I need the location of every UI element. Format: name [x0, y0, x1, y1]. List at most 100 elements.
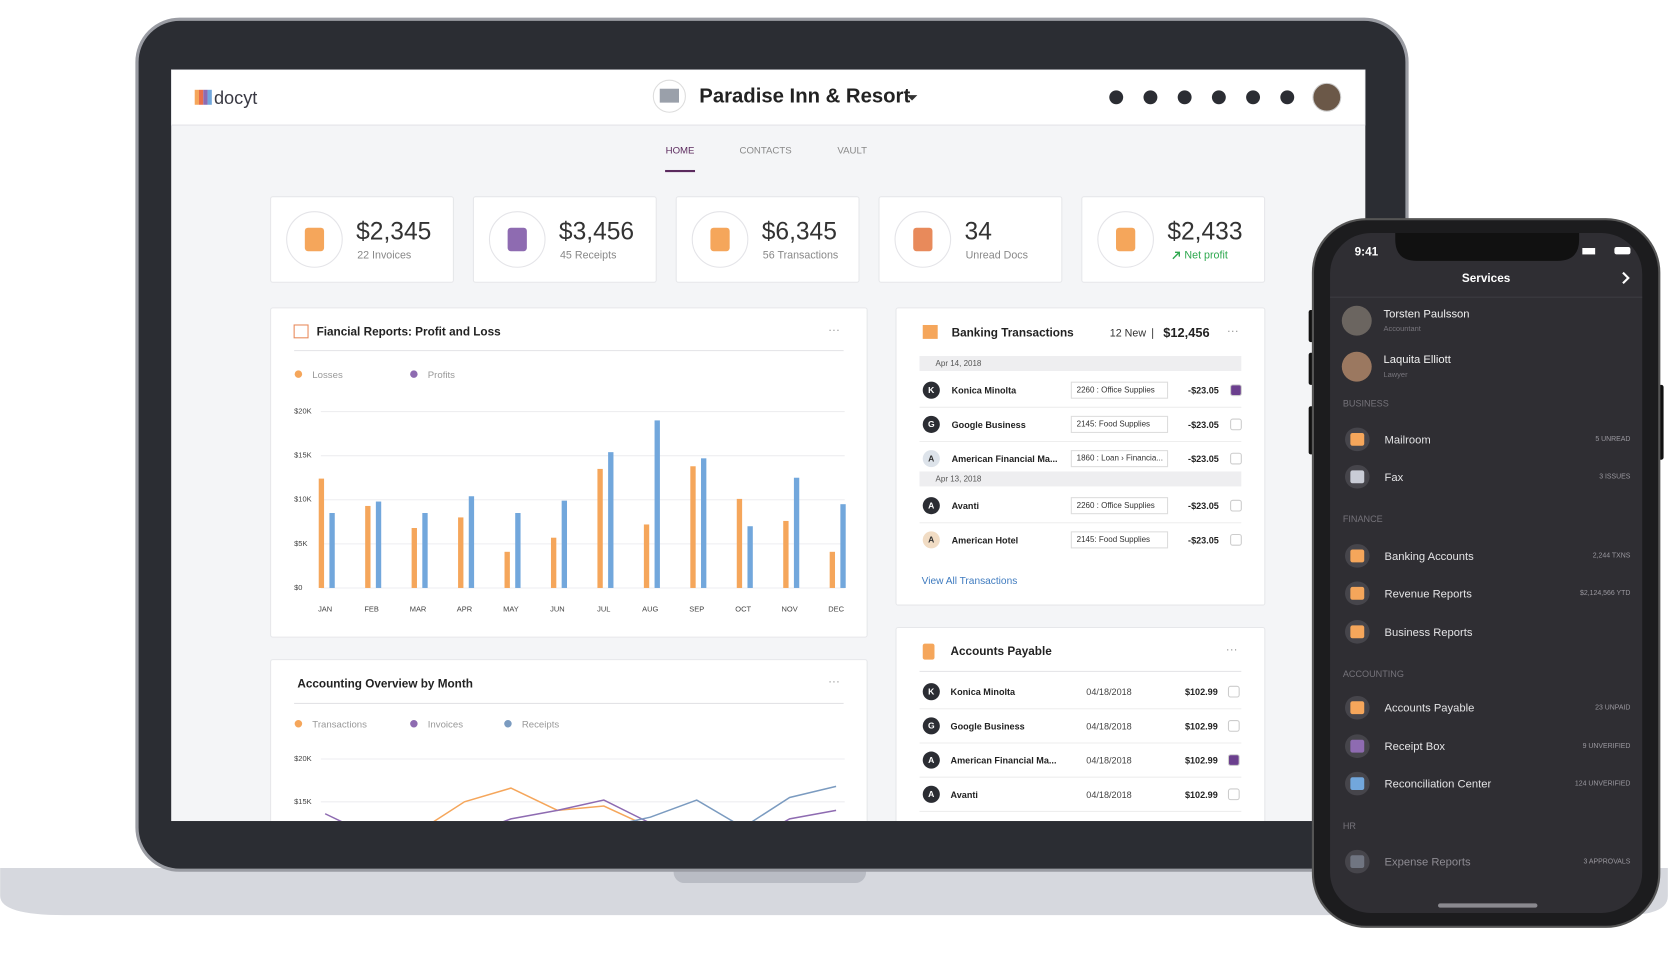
- view-all[interactable]: View All Transactions: [922, 576, 1018, 587]
- bar: [515, 513, 521, 588]
- vendor: Avanti: [952, 501, 979, 511]
- bar: [747, 526, 753, 588]
- nav-tab[interactable]: HOME: [666, 145, 695, 156]
- trend-arrow: [1172, 251, 1180, 260]
- checkbox[interactable]: [1227, 685, 1240, 698]
- category-box[interactable]: [1070, 531, 1169, 549]
- bar: [411, 528, 417, 588]
- header-icon[interactable]: [1280, 90, 1295, 105]
- x-tick-label: DEC: [828, 604, 844, 613]
- item-name[interactable]: Fax: [1385, 472, 1404, 484]
- bar: [840, 504, 846, 588]
- amount: -$23.05: [1188, 386, 1219, 396]
- item-name[interactable]: Banking Accounts: [1385, 551, 1475, 563]
- initial: A: [928, 500, 934, 510]
- more: ···: [1227, 325, 1239, 338]
- initial: A: [928, 755, 934, 765]
- chart-title: Fiancial Reports: Profit and Loss: [317, 326, 502, 339]
- vendor: American Financial Ma...: [952, 454, 1058, 464]
- category-box[interactable]: [1070, 450, 1169, 468]
- category: 2260 : Office Supplies: [1077, 385, 1155, 394]
- section-title: FINANCE: [1343, 514, 1383, 524]
- legend-label: Invoices: [428, 719, 463, 730]
- bar: [829, 551, 836, 588]
- initial-badge: [922, 785, 940, 803]
- checkbox[interactable]: [1230, 384, 1242, 397]
- initial-badge: [922, 531, 940, 549]
- initial-badge: [922, 450, 940, 468]
- checkbox[interactable]: [1227, 788, 1240, 801]
- legend-label: Profits: [428, 370, 455, 381]
- vendor: Avanti: [951, 790, 978, 800]
- item-badge: 5 UNREAD: [1595, 436, 1630, 443]
- phone-title: Services: [1462, 272, 1511, 285]
- category-box[interactable]: [1070, 381, 1169, 399]
- item-name[interactable]: Mailroom: [1385, 434, 1431, 446]
- contact-avatar[interactable]: [1341, 351, 1372, 382]
- legend-dot: [504, 720, 512, 728]
- date: 04/18/2018: [1086, 790, 1131, 800]
- item-badge: $2,124,566 YTD: [1580, 590, 1630, 597]
- stat-icon: [710, 227, 730, 252]
- checkbox[interactable]: [1230, 533, 1242, 546]
- section-title: ACCOUNTING: [1343, 669, 1404, 679]
- nav-tab[interactable]: VAULT: [837, 145, 867, 156]
- x-tick-label: MAY: [503, 604, 519, 613]
- stat-value: 34: [965, 219, 992, 246]
- nav-tab[interactable]: CONTACTS: [740, 145, 792, 156]
- stat-label: Net profit: [1184, 249, 1227, 261]
- checkbox[interactable]: [1230, 499, 1242, 512]
- amount: $102.99: [1185, 790, 1218, 800]
- legend-label: Transactions: [312, 719, 367, 730]
- item-badge: 2,244 TXNS: [1593, 553, 1631, 560]
- line-series: [433, 787, 639, 822]
- contact-avatar[interactable]: [1341, 305, 1372, 336]
- item-name[interactable]: Expense Reports: [1385, 857, 1471, 869]
- header-icon[interactable]: [1143, 90, 1158, 105]
- item-name[interactable]: Business Reports: [1385, 627, 1473, 639]
- bar: [468, 496, 475, 588]
- x-tick-label: JUN: [550, 604, 565, 613]
- item-glyph: [1350, 549, 1365, 563]
- contact-role: Accountant: [1383, 324, 1421, 333]
- header-icon[interactable]: [1211, 90, 1226, 105]
- amount: $102.99: [1185, 756, 1218, 766]
- stat-icon: [507, 227, 527, 252]
- item-name[interactable]: Revenue Reports: [1385, 588, 1473, 600]
- legend-label: Losses: [312, 370, 343, 381]
- initial: A: [928, 453, 934, 463]
- initial: G: [928, 419, 935, 429]
- total: $12,456: [1163, 325, 1209, 340]
- item-badge: 3 ISSUES: [1599, 474, 1631, 481]
- avatar[interactable]: [1312, 82, 1342, 112]
- bar: [550, 537, 557, 588]
- item-name[interactable]: Reconciliation Center: [1385, 779, 1492, 791]
- amount: $102.99: [1185, 687, 1218, 697]
- y-tick-label: $20K: [294, 754, 311, 763]
- header-icon[interactable]: [1109, 90, 1124, 105]
- x-tick-label: OCT: [735, 604, 751, 613]
- panel: [270, 307, 868, 638]
- header-icon[interactable]: [1177, 90, 1192, 105]
- chevron[interactable]: [1622, 271, 1630, 285]
- item-glyph: [1350, 777, 1365, 791]
- bar: [365, 505, 371, 588]
- x-tick-label: SEP: [689, 604, 704, 613]
- stat-icon: [304, 227, 325, 252]
- checkbox[interactable]: [1230, 452, 1242, 465]
- amount: $102.99: [1185, 721, 1218, 731]
- bar: [608, 452, 614, 588]
- logo-mark: [194, 89, 199, 105]
- checkbox[interactable]: [1227, 720, 1240, 732]
- item-name[interactable]: Accounts Payable: [1385, 703, 1475, 715]
- item-name[interactable]: Receipt Box: [1385, 741, 1446, 753]
- initial-badge: [922, 751, 940, 769]
- more: ···: [1226, 643, 1238, 656]
- checkbox[interactable]: [1230, 418, 1242, 431]
- category-box[interactable]: [1070, 497, 1169, 515]
- category-box[interactable]: [1070, 415, 1169, 433]
- checkbox[interactable]: [1227, 754, 1240, 766]
- caret: [906, 95, 918, 101]
- header-icon[interactable]: [1246, 90, 1261, 105]
- logo-mark: [207, 89, 212, 105]
